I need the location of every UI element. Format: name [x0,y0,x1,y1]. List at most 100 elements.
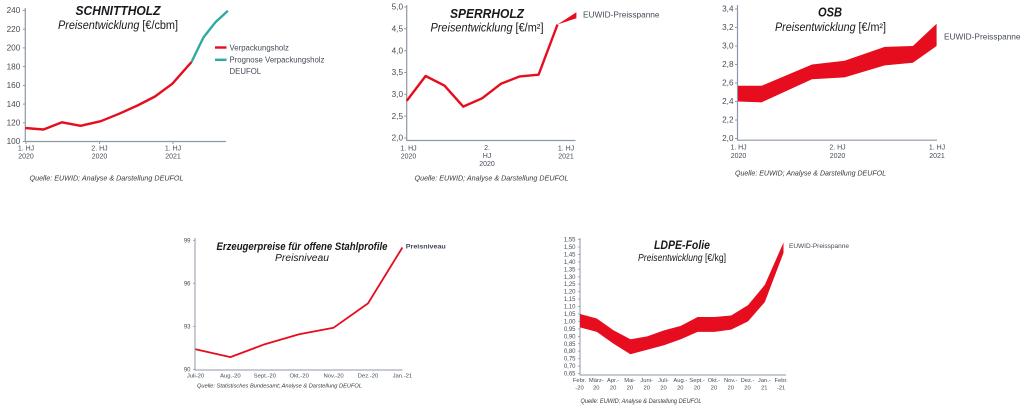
svg-text:Prognose Verpackungsholz: Prognose Verpackungsholz [230,56,325,65]
svg-text:1. HJ: 1. HJ [929,145,945,152]
svg-text:20: 20 [643,385,649,391]
svg-text:2021: 2021 [558,154,574,161]
svg-text:1,45: 1,45 [564,252,576,258]
svg-text:3,2: 3,2 [722,23,734,32]
svg-text:20: 20 [627,385,633,391]
svg-text:Jan.-21: Jan.-21 [393,373,413,379]
svg-text:2020: 2020 [401,154,417,161]
svg-text:1. HJ: 1. HJ [730,145,746,152]
svg-text:SPERRHOLZ: SPERRHOLZ [450,7,525,21]
svg-text:2. HJ: 2. HJ [91,146,107,153]
svg-text:SCHNITTHOLZ: SCHNITTHOLZ [76,4,162,18]
svg-text:Juli-: Juli- [658,378,669,384]
svg-text:2021: 2021 [165,154,181,161]
svg-text:Febr.: Febr. [573,378,587,384]
svg-text:Jan.-: Jan.- [758,378,771,384]
svg-text:1,55: 1,55 [564,238,576,244]
svg-text:1,50: 1,50 [564,245,576,251]
svg-text:120: 120 [7,119,21,128]
svg-text:1,10: 1,10 [564,305,576,311]
svg-text:93: 93 [184,324,191,330]
svg-text:Sept.-: Sept.- [689,378,705,384]
svg-text:2020: 2020 [731,153,747,160]
svg-text:1. HJ: 1. HJ [165,146,181,153]
svg-text:1,20: 1,20 [564,290,576,296]
svg-text:1,00: 1,00 [564,319,576,325]
svg-text:3,0: 3,0 [722,42,734,51]
svg-text:EUWID-Preisspanne: EUWID-Preisspanne [944,32,1021,42]
svg-text:0,70: 0,70 [564,364,576,370]
svg-text:20: 20 [610,385,616,391]
svg-text:0,75: 0,75 [564,357,576,363]
svg-text:1. HJ: 1. HJ [558,146,574,153]
svg-text:99: 99 [184,238,191,244]
svg-text:1,25: 1,25 [564,282,576,288]
svg-text:1,40: 1,40 [564,260,576,266]
svg-text:Aug.-20: Aug.-20 [220,373,241,379]
svg-text:-20: -20 [575,385,583,391]
svg-text:Preisniveau: Preisniveau [406,244,446,251]
svg-text:OSB: OSB [818,5,842,20]
svg-text:20: 20 [694,385,700,391]
svg-text:96: 96 [184,281,191,287]
svg-text:Quelle: EUWID; Analyse & Darst: Quelle: EUWID; Analyse & Darstellung DEU… [415,176,569,183]
svg-text:200: 200 [7,44,21,53]
svg-text:HJ: HJ [483,153,492,160]
svg-text:Quelle: Statistisches Bundesam: Quelle: Statistisches Bundesamt; Analyse… [197,383,362,389]
svg-text:Verpackungsholz: Verpackungsholz [230,43,289,52]
svg-text:Mai-: Mai- [624,378,635,384]
svg-text:Juli-20: Juli-20 [187,373,205,379]
svg-text:2020: 2020 [18,154,34,161]
svg-text:5,0: 5,0 [392,3,404,12]
svg-text:Preisentwicklung [€/m²]: Preisentwicklung [€/m²] [431,22,544,34]
svg-text:4,5: 4,5 [392,25,404,34]
svg-text:Preisentwicklung [€/kg]: Preisentwicklung [€/kg] [638,253,726,264]
svg-text:2,0: 2,0 [392,134,404,143]
svg-text:2020: 2020 [92,154,108,161]
svg-text:0,80: 0,80 [564,349,576,355]
svg-text:0,85: 0,85 [564,342,576,348]
svg-text:4,0: 4,0 [392,46,404,55]
svg-text:-21: -21 [777,385,785,391]
svg-text:LDPE-Folie: LDPE-Folie [654,240,711,252]
svg-text:2,6: 2,6 [722,79,734,88]
svg-text:2020: 2020 [479,161,495,168]
svg-text:EUWID-Preisspanne: EUWID-Preisspanne [789,243,849,250]
svg-text:2,8: 2,8 [722,60,734,69]
svg-text:Nov.-20: Nov.-20 [323,373,344,379]
svg-text:2.: 2. [484,145,490,152]
svg-text:2,0: 2,0 [722,134,734,143]
svg-text:2,2: 2,2 [722,116,734,125]
svg-text:2,5: 2,5 [392,112,404,121]
svg-text:0,95: 0,95 [564,327,576,333]
svg-text:3,0: 3,0 [392,90,404,99]
svg-text:Erzeugerpreise für offene Stah: Erzeugerpreise für offene Stahlprofile [217,241,388,253]
svg-text:Preisentwicklung [€/cbm]: Preisentwicklung [€/cbm] [58,20,178,32]
svg-text:EUWID-Preisspanne: EUWID-Preisspanne [583,9,660,19]
svg-text:DEUFOL: DEUFOL [230,67,262,76]
svg-text:Okt.-20: Okt.-20 [290,373,310,379]
svg-text:180: 180 [7,62,21,71]
svg-text:März-: März- [589,378,604,384]
svg-text:21: 21 [761,385,767,391]
svg-text:160: 160 [7,81,21,90]
svg-text:Quelle: EUWID; Analyse & Darst: Quelle: EUWID; Analyse & Darstellung DEU… [581,399,702,405]
svg-text:100: 100 [7,137,21,146]
svg-text:Sept.-20: Sept.-20 [254,373,277,379]
svg-text:1,05: 1,05 [564,312,576,318]
svg-text:Dez.-: Dez.- [741,378,755,384]
svg-text:20: 20 [711,385,717,391]
svg-text:2021: 2021 [929,153,945,160]
svg-text:20: 20 [744,385,750,391]
svg-text:1,35: 1,35 [564,267,576,273]
svg-text:1. HJ: 1. HJ [18,146,34,153]
svg-text:Aug.-: Aug.- [673,378,687,384]
svg-text:Preisentwicklung [€/m²]: Preisentwicklung [€/m²] [775,22,886,34]
svg-text:Nov.-: Nov.- [724,378,737,384]
svg-text:Febr.: Febr. [774,378,788,384]
svg-text:0,90: 0,90 [564,334,576,340]
svg-text:220: 220 [7,25,21,34]
svg-text:Juni-: Juni- [640,378,653,384]
svg-text:140: 140 [7,100,21,109]
svg-text:Quelle: EUWID; Analyse & Darst: Quelle: EUWID; Analyse & Darstellung DEU… [30,176,184,183]
